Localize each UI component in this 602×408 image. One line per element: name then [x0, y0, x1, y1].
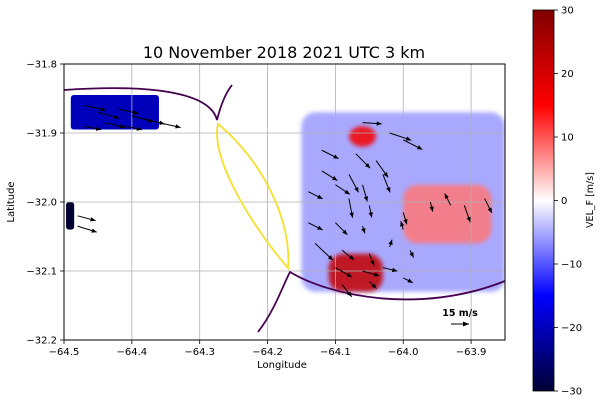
y-tick-label: −31.8	[26, 60, 57, 71]
x-tick-label: −63.9	[456, 347, 487, 358]
x-axis: −64.5 −64.4 −64.3 −64.2 −64.1 −64.0 −63.9	[49, 340, 487, 358]
x-axis-label: Longitude	[257, 360, 307, 371]
wind-vector	[429, 201, 434, 212]
velocity-region	[70, 95, 159, 130]
y-tick-label: −31.9	[26, 129, 57, 140]
colorbar-tick-label: 30	[561, 6, 574, 17]
wind-vector	[382, 174, 391, 193]
wind-vector	[308, 222, 323, 231]
wind-vector	[84, 104, 107, 112]
wind-vector	[362, 121, 382, 126]
velocity-region	[328, 253, 383, 292]
wind-vector	[484, 198, 493, 214]
wind-vector	[158, 122, 181, 129]
wind-vector	[348, 174, 359, 193]
radar-range-ring	[257, 270, 505, 333]
colorbar-label: VEL_F [m/s]	[585, 172, 596, 228]
x-tick-label: −64.2	[252, 347, 283, 358]
wind-vector	[348, 198, 354, 218]
wind-vector	[362, 270, 380, 277]
wind-vector	[361, 225, 366, 234]
wind-vector	[84, 125, 102, 131]
wind-vector	[403, 139, 423, 150]
dual-doppler-lobe	[216, 122, 290, 271]
wind-vector	[104, 122, 126, 129]
radar-range-ring	[64, 84, 233, 121]
wind-vector	[368, 205, 373, 218]
wind-vector	[124, 125, 142, 131]
x-tick-label: −64.3	[184, 347, 215, 358]
x-tick-label: −64.4	[117, 347, 148, 358]
wind-vector	[444, 193, 452, 206]
wind-vector	[355, 153, 371, 169]
y-tick-label: −32.1	[26, 267, 57, 278]
x-tick-label: −64.5	[49, 347, 80, 358]
chart-title: 10 November 2018 2021 UTC 3 km	[143, 43, 425, 62]
colorbar-tick-label: 20	[561, 69, 574, 80]
wind-vector	[335, 222, 348, 236]
wind-vector	[368, 280, 377, 289]
wind-vector	[463, 205, 471, 223]
wind-vector	[402, 212, 408, 225]
wind-vector	[97, 111, 120, 120]
wind-vectors	[77, 104, 493, 298]
wind-vector	[409, 250, 415, 258]
wind-vector	[341, 284, 353, 298]
wind-vector	[118, 108, 139, 115]
grid-lines	[64, 64, 505, 340]
colorbar-tick-label: −20	[561, 323, 582, 334]
reference-vector-arrowhead	[463, 321, 469, 327]
y-tick-label: −32.2	[26, 336, 57, 347]
wind-vector	[400, 221, 405, 230]
wind-vector	[389, 132, 412, 141]
wind-vector	[388, 239, 393, 248]
colorbar-tick-label: −10	[561, 260, 582, 271]
wind-vector	[77, 225, 97, 233]
colorbar: 30 20 10 0 −10 −20 −30 VEL_F [m/s]	[532, 6, 596, 398]
wind-vector	[321, 170, 338, 181]
x-tick-label: −64.1	[320, 347, 351, 358]
wind-vector	[77, 215, 96, 222]
wind-vector	[335, 184, 351, 195]
colorbar-tick-label: 0	[561, 196, 567, 207]
wind-vector	[335, 267, 353, 278]
colorbar-tick-label: −30	[561, 387, 582, 398]
wind-vector	[403, 277, 414, 284]
wind-vector	[321, 149, 339, 160]
colorbar-tick-label: 10	[561, 133, 574, 144]
velocity-region	[403, 184, 492, 244]
wind-vector	[362, 184, 369, 202]
y-axis-label: Latitude	[6, 181, 17, 222]
wind-vector	[382, 267, 398, 273]
wind-vector	[375, 160, 389, 178]
y-tick-label: −32.0	[26, 198, 57, 209]
y-axis: −31.8 −31.9 −32.0 −32.1 −32.2	[26, 60, 64, 347]
wind-vector	[341, 249, 355, 261]
radar-range-rings	[64, 84, 505, 333]
colorbar-gradient	[532, 9, 555, 392]
wind-vector	[368, 253, 375, 266]
reference-vector-label: 15 m/s	[442, 308, 478, 319]
velocity-region	[66, 202, 75, 230]
wind-vector	[308, 191, 323, 200]
reference-vector: 15 m/s	[442, 308, 478, 327]
x-tick-label: −64.0	[388, 347, 419, 358]
wind-vector	[314, 243, 334, 261]
velocity-region	[348, 126, 377, 147]
